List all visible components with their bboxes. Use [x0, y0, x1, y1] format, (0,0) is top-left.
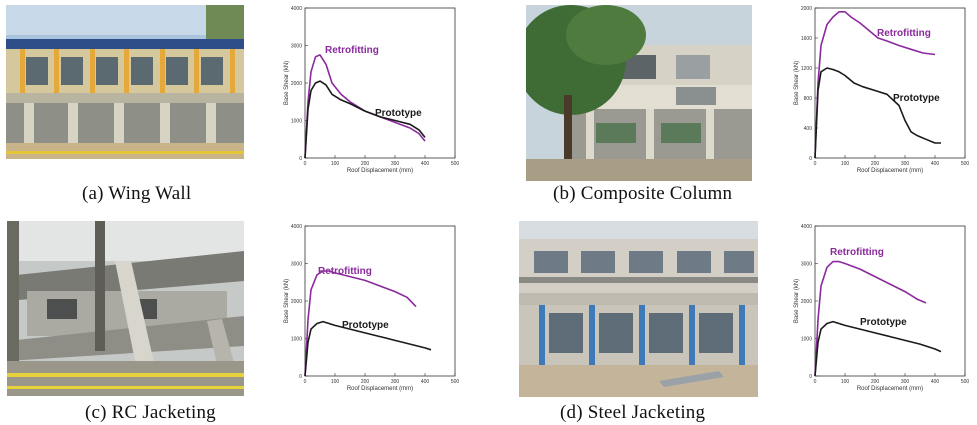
plot-frame — [814, 7, 966, 159]
y-tick-label: 2000 — [291, 299, 302, 305]
series-label-prototype: Prototype — [342, 320, 389, 331]
x-tick-label: 500 — [961, 379, 970, 385]
caption-a: (a) Wing Wall — [82, 183, 192, 204]
series-line-prototype — [304, 80, 426, 159]
x-tick-label: 200 — [361, 379, 370, 385]
x-tick-label: 100 — [331, 161, 340, 167]
x-tick-label: 500 — [961, 161, 970, 167]
x-tick-label: 500 — [451, 161, 460, 167]
series-label-retrofitting: Retrofitting — [325, 45, 379, 56]
building-composite-column-photo — [526, 5, 752, 181]
series-line-retrofitting — [304, 270, 417, 377]
chart-b: 0 400 800 1200 1600 2000 0 100 200 300 400 500 Roof … — [780, 4, 975, 184]
caption-d: (d) Steel Jacketing — [560, 402, 706, 423]
x-tick-label: 300 — [901, 161, 910, 167]
series-line-prototype — [814, 67, 941, 159]
series-label-prototype: Prototype — [375, 108, 422, 119]
chart-c: 0 1000 2000 3000 4000 0 100 200 300 400 500 Roof Di… — [270, 222, 460, 402]
y-tick-label: 400 — [804, 126, 813, 132]
y-tick-label: 0 — [809, 374, 812, 380]
x-axis-label: Roof Displacement (mm) — [857, 168, 923, 174]
chart-svg: 0 400 800 1200 1600 2000 0 100 200 300 400 500 Roof … — [794, 6, 970, 174]
x-axis-label: Roof Displacement (mm) — [347, 386, 413, 392]
x-tick-label: 0 — [814, 161, 817, 167]
x-tick-label: 500 — [451, 379, 460, 385]
series-label-retrofitting: Retrofitting — [830, 247, 884, 258]
series-line-retrofitting — [814, 260, 927, 377]
series-line-retrofitting — [814, 11, 936, 159]
y-tick-label: 2000 — [801, 6, 812, 12]
plot-frame — [304, 225, 456, 377]
y-tick-label: 3000 — [291, 261, 302, 267]
series-line-prototype — [814, 320, 942, 377]
x-tick-label: 0 — [814, 379, 817, 385]
x-tick-label: 200 — [361, 161, 370, 167]
x-tick-label: 400 — [421, 161, 430, 167]
y-tick-label: 1000 — [801, 336, 812, 342]
building-rc-jacketing-photo — [7, 221, 244, 396]
chart-svg: 0 1000 2000 3000 4000 0 100 200 300 400 500 Roof Di… — [284, 6, 460, 174]
y-tick-label: 1600 — [801, 36, 812, 42]
x-tick-label: 400 — [931, 379, 940, 385]
x-tick-label: 100 — [331, 379, 340, 385]
y-tick-label: 4000 — [801, 224, 812, 230]
chart-svg: 0 1000 2000 3000 4000 0 100 200 300 400 500 Roof Di… — [794, 224, 970, 392]
chart-d: 0 1000 2000 3000 4000 0 100 200 300 400 500 Roof Di… — [780, 222, 975, 402]
x-tick-label: 400 — [421, 379, 430, 385]
x-axis-label: Roof Displacement (mm) — [347, 168, 413, 174]
y-tick-label: 1200 — [801, 66, 812, 72]
y-axis-label: Base Shear (kN) — [284, 61, 290, 105]
y-tick-label: 1000 — [291, 336, 302, 342]
y-tick-label: 3000 — [291, 43, 302, 49]
x-tick-label: 200 — [871, 379, 880, 385]
y-tick-label: 0 — [299, 374, 302, 380]
series-label-prototype: Prototype — [860, 317, 907, 328]
y-axis-label: Base Shear (kN) — [284, 279, 290, 323]
y-axis-label: Base Shear (kN) — [794, 61, 800, 105]
y-tick-label: 4000 — [291, 6, 302, 12]
plot-frame — [304, 7, 456, 159]
x-tick-label: 400 — [931, 161, 940, 167]
x-tick-label: 100 — [841, 161, 850, 167]
y-tick-label: 2000 — [291, 81, 302, 87]
y-tick-label: 0 — [809, 156, 812, 162]
x-tick-label: 300 — [901, 379, 910, 385]
y-tick-label: 2000 — [801, 299, 812, 305]
y-tick-label: 1000 — [291, 118, 302, 124]
chart-a: 0 1000 2000 3000 4000 0 100 200 300 400 500 Roof Di… — [270, 4, 460, 184]
y-tick-label: 4000 — [291, 224, 302, 230]
series-line-prototype — [304, 320, 432, 377]
building-wing-wall-photo — [6, 5, 244, 159]
y-axis-label: Base Shear (kN) — [794, 279, 800, 323]
series-line-retrofitting — [304, 54, 426, 159]
caption-c: (c) RC Jacketing — [85, 402, 216, 423]
series-label-retrofitting: Retrofitting — [318, 266, 372, 277]
caption-b: (b) Composite Column — [553, 183, 733, 204]
x-tick-label: 300 — [391, 161, 400, 167]
series-label-prototype: Prototype — [893, 93, 940, 104]
y-tick-label: 0 — [299, 156, 302, 162]
y-tick-label: 800 — [804, 96, 813, 102]
chart-svg: 0 1000 2000 3000 4000 0 100 200 300 400 500 Roof Di… — [284, 224, 460, 392]
x-tick-label: 0 — [304, 161, 307, 167]
x-tick-label: 100 — [841, 379, 850, 385]
x-axis-label: Roof Displacement (mm) — [857, 386, 923, 392]
y-tick-label: 3000 — [801, 261, 812, 267]
building-steel-jacketing-photo — [519, 221, 758, 397]
series-label-retrofitting: Retrofitting — [877, 28, 931, 39]
x-tick-label: 300 — [391, 379, 400, 385]
x-tick-label: 0 — [304, 379, 307, 385]
x-tick-label: 200 — [871, 161, 880, 167]
